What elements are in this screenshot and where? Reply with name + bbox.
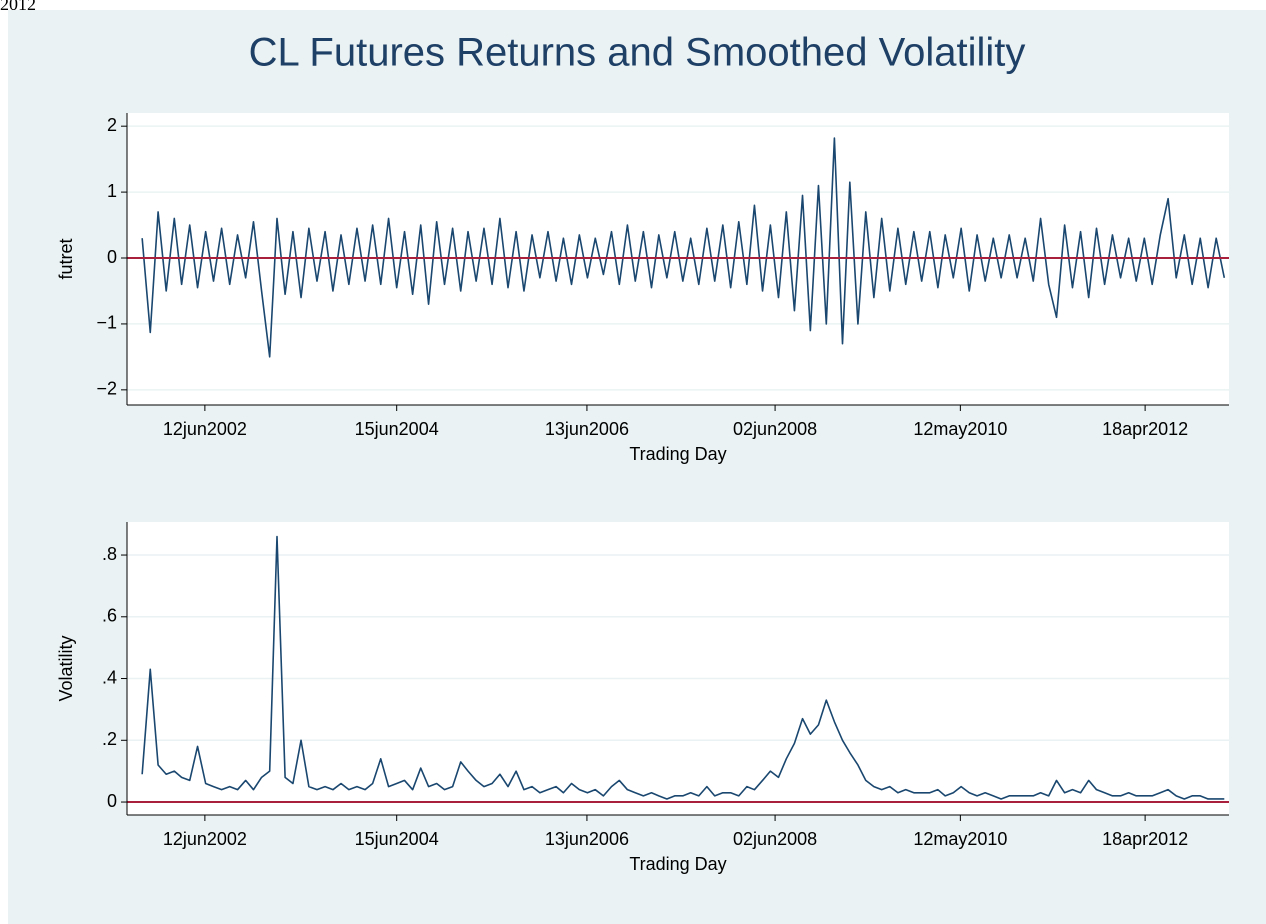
series-line <box>141 535 1225 800</box>
x-tick-label: 12may2010 <box>913 419 1007 439</box>
plot-area <box>127 522 1229 815</box>
x-tick-label: 15jun2004 <box>355 419 439 439</box>
y-tick-label: 2 <box>107 115 117 135</box>
x-tick-label: 12may2010 <box>913 829 1007 849</box>
x-tick-label: 13jun2006 <box>545 829 629 849</box>
y-tick-label: .8 <box>102 544 117 564</box>
x-axis-label: Trading Day <box>629 854 726 874</box>
y-tick-label: −2 <box>96 379 117 399</box>
y-tick-label: −1 <box>96 313 117 333</box>
y-tick-label: 0 <box>107 247 117 267</box>
y-tick-label: 1 <box>107 181 117 201</box>
x-tick-label: 12jun2002 <box>163 829 247 849</box>
x-tick-label: 15jun2004 <box>355 829 439 849</box>
y-tick-label: .6 <box>102 606 117 626</box>
y-axis-label: futret <box>56 238 76 279</box>
y-tick-label: .4 <box>102 667 117 687</box>
y-axis-label: Volatility <box>56 635 76 701</box>
x-axis-label: Trading Day <box>629 444 726 464</box>
x-tick-label: 18apr2012 <box>1102 419 1188 439</box>
chart-title: CL Futures Returns and Smoothed Volatili… <box>249 31 1026 75</box>
x-tick-label: 18apr2012 <box>1102 829 1188 849</box>
x-tick-label: 12jun2002 <box>163 419 247 439</box>
corner-text: 2012 <box>0 0 36 14</box>
x-tick-label: 02jun2008 <box>733 419 817 439</box>
x-tick-label: 02jun2008 <box>733 829 817 849</box>
x-tick-label: 13jun2006 <box>545 419 629 439</box>
y-tick-label: .2 <box>102 729 117 749</box>
series-line <box>141 137 1226 358</box>
y-tick-label: 0 <box>107 791 117 811</box>
